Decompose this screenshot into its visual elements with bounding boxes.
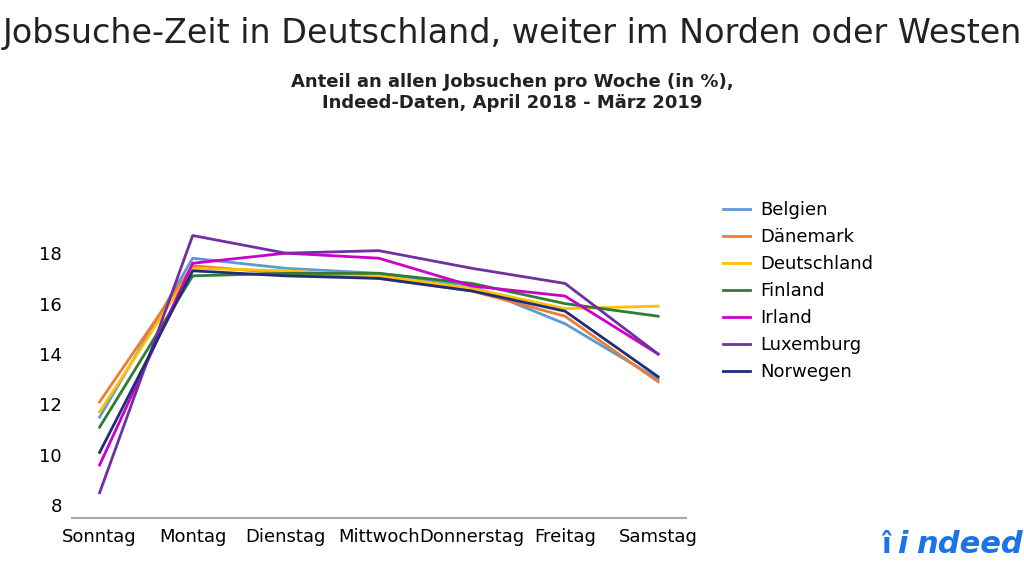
Belgien (93, 414, 105, 421)
Deutschland (93, 409, 105, 416)
Text: Jobsuche-Zeit in Deutschland, weiter im Norden oder Westen: Jobsuche-Zeit in Deutschland, weiter im … (2, 17, 1022, 51)
Line: Deutschland: Deutschland (99, 268, 658, 412)
Norwegen (652, 373, 665, 380)
Norwegen (93, 449, 105, 456)
Line: Dänemark: Dänemark (99, 266, 658, 402)
Finland (186, 272, 199, 279)
Luxemburg (652, 350, 665, 357)
Finland (652, 313, 665, 320)
Deutschland (466, 285, 478, 292)
Deutschland (186, 265, 199, 272)
Text: i: i (897, 530, 907, 559)
Luxemburg (559, 280, 571, 287)
Irland (559, 293, 571, 300)
Luxemburg (186, 232, 199, 239)
Luxemburg (280, 250, 292, 257)
Dänemark (280, 270, 292, 277)
Norwegen (466, 288, 478, 294)
Deutschland (280, 267, 292, 274)
Norwegen (280, 272, 292, 279)
Dänemark (466, 288, 478, 294)
Dänemark (559, 313, 571, 320)
Legend: Belgien, Dänemark, Deutschland, Finland, Irland, Luxemburg, Norwegen: Belgien, Dänemark, Deutschland, Finland,… (716, 194, 881, 388)
Text: ndeed: ndeed (916, 530, 1023, 559)
Dänemark (93, 399, 105, 406)
Dänemark (652, 378, 665, 385)
Deutschland (559, 305, 571, 312)
Dänemark (186, 262, 199, 269)
Belgien (186, 255, 199, 262)
Belgien (466, 282, 478, 289)
Deutschland (652, 303, 665, 310)
Finland (559, 300, 571, 307)
Finland (466, 280, 478, 287)
Irland (373, 255, 385, 262)
Finland (280, 270, 292, 277)
Irland (280, 250, 292, 257)
Belgien (280, 265, 292, 272)
Text: Anteil an allen Jobsuchen pro Woche (in %),
Indeed-Daten, April 2018 - März 2019: Anteil an allen Jobsuchen pro Woche (in … (291, 73, 733, 112)
Belgien (559, 320, 571, 327)
Line: Finland: Finland (99, 274, 658, 427)
Line: Belgien: Belgien (99, 258, 658, 417)
Norwegen (186, 267, 199, 274)
Irland (652, 350, 665, 357)
Line: Luxemburg: Luxemburg (99, 236, 658, 493)
Luxemburg (466, 265, 478, 272)
Belgien (373, 270, 385, 277)
Belgien (652, 376, 665, 383)
Irland (186, 260, 199, 267)
Dänemark (373, 275, 385, 282)
Irland (93, 462, 105, 469)
Luxemburg (93, 489, 105, 496)
Text: î: î (881, 531, 891, 559)
Deutschland (373, 272, 385, 279)
Line: Irland: Irland (99, 253, 658, 465)
Finland (93, 424, 105, 431)
Irland (466, 282, 478, 289)
Norwegen (373, 275, 385, 282)
Line: Norwegen: Norwegen (99, 271, 658, 452)
Norwegen (559, 308, 571, 315)
Luxemburg (373, 247, 385, 254)
Finland (373, 270, 385, 277)
